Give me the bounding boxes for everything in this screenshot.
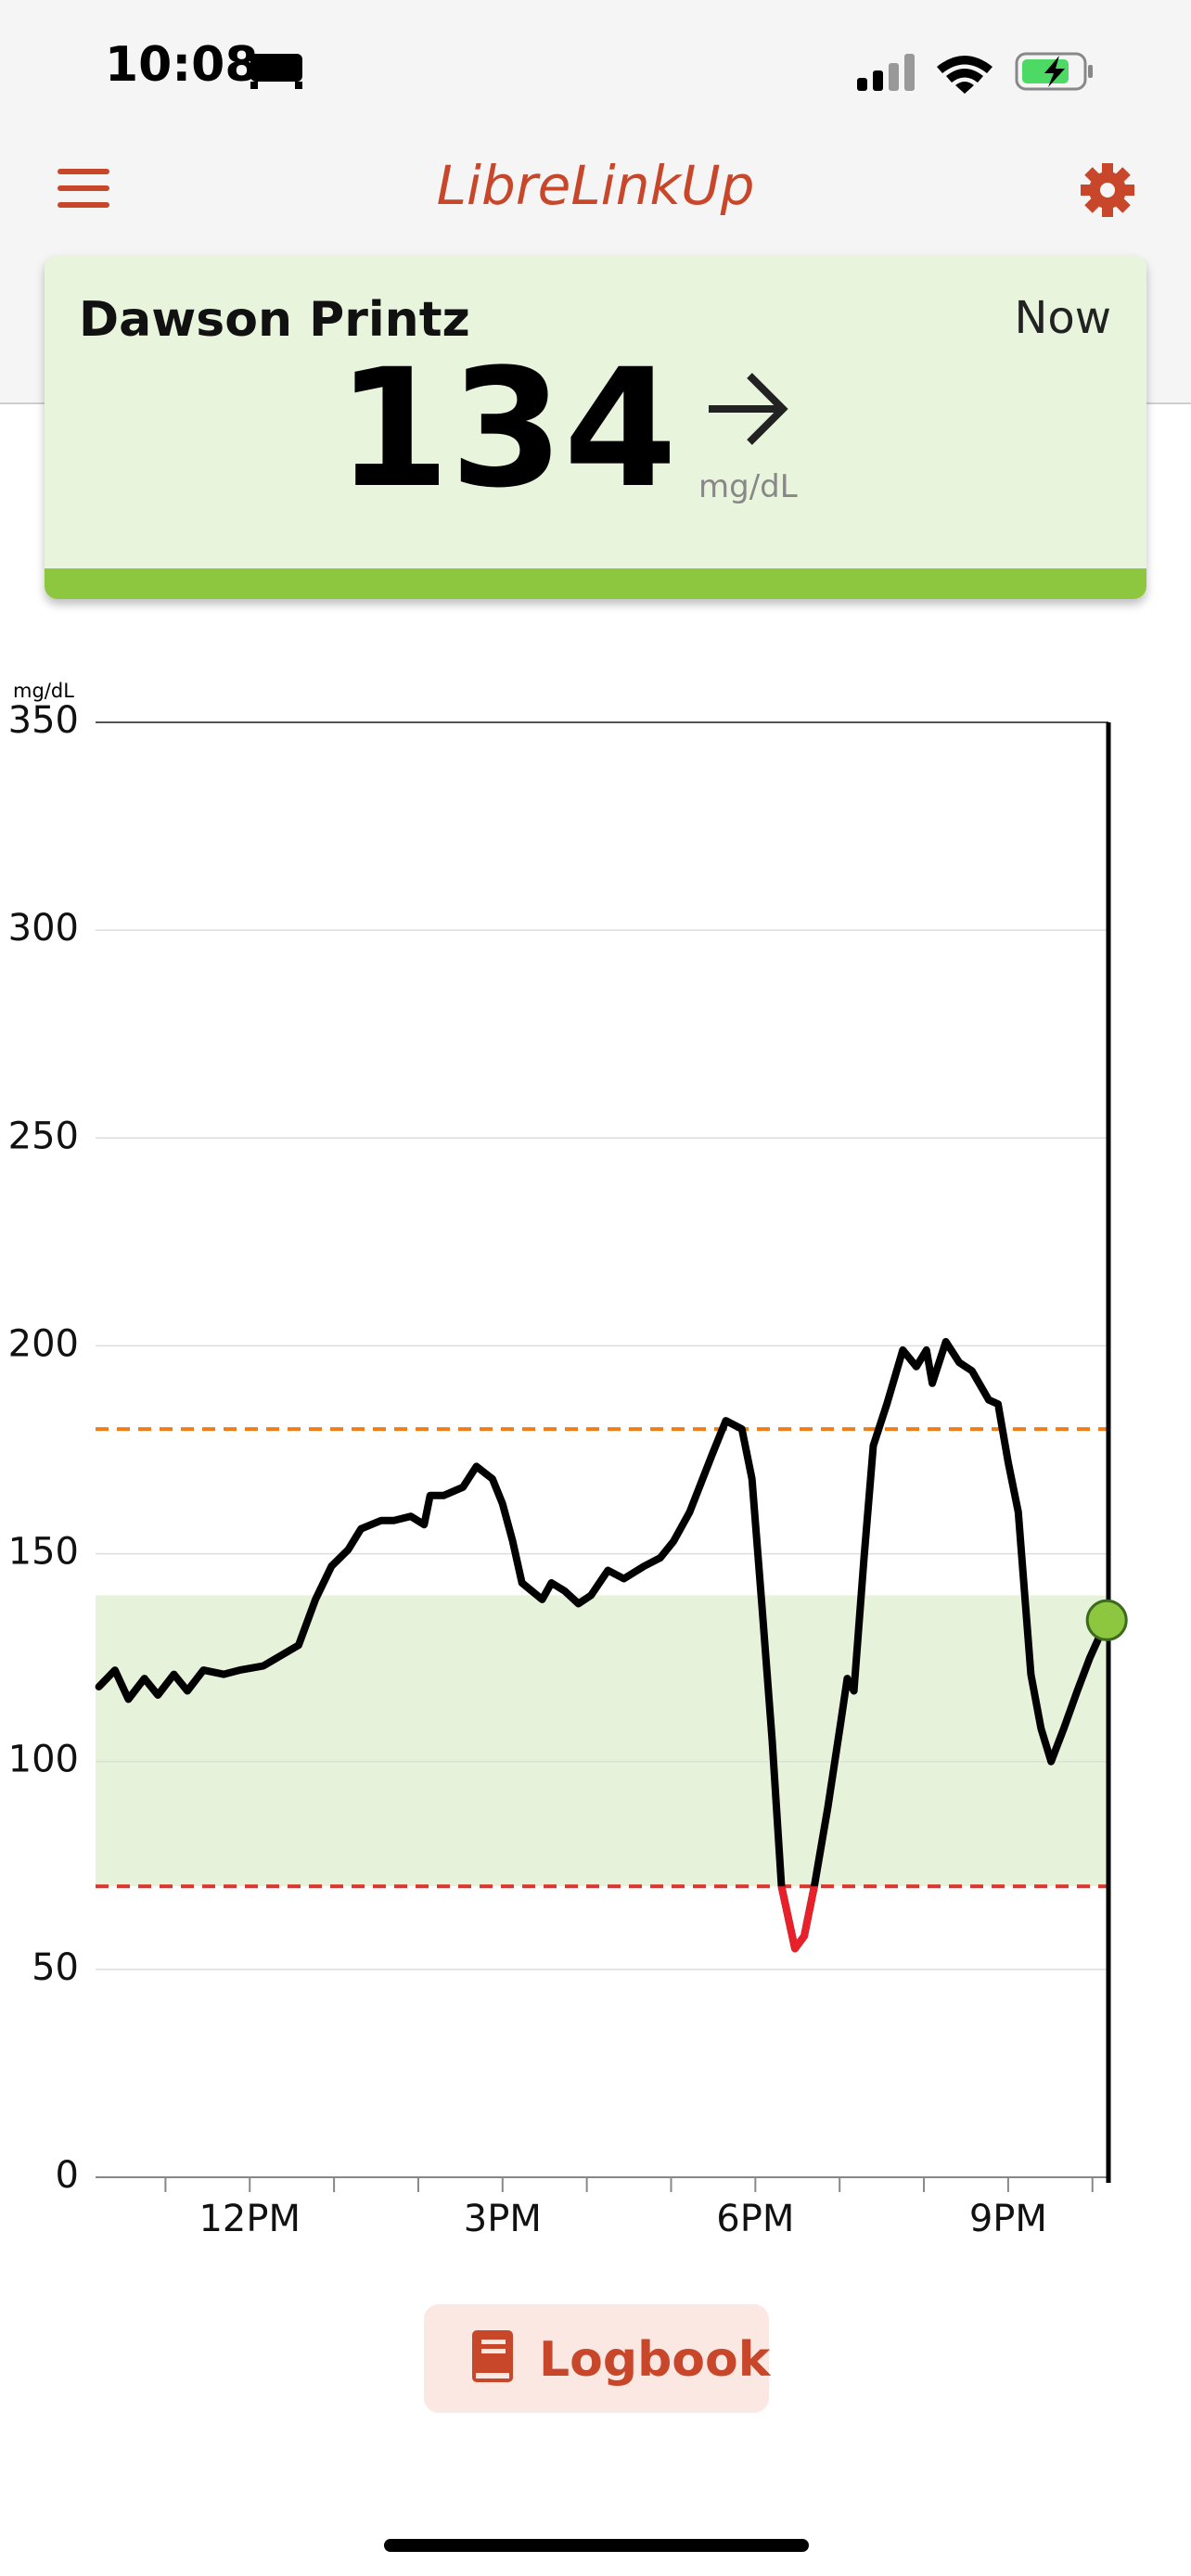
patient-name: Dawson Printz bbox=[79, 292, 470, 348]
y-tick-label: 50 bbox=[32, 1946, 79, 1989]
sleep-icon bbox=[250, 54, 302, 89]
status-icons bbox=[857, 52, 1093, 94]
y-unit: mg/dL bbox=[13, 680, 74, 702]
glucose-value: 134 bbox=[336, 334, 677, 524]
logbook-label: Logbook bbox=[539, 2332, 771, 2388]
trend-arrow bbox=[709, 373, 788, 445]
y-tick-label: 250 bbox=[8, 1115, 79, 1157]
glucose-line bbox=[95, 1337, 1111, 1953]
x-tick-label: 9PM bbox=[969, 2198, 1047, 2240]
chart: mg/dL 0 50 100 150 200 250 300 350 12PM 3PM 6PM 9PM bbox=[8, 680, 1128, 2240]
y-tick-label: 200 bbox=[8, 1322, 79, 1365]
menu-icon[interactable] bbox=[56, 167, 113, 211]
logbook-icon bbox=[472, 2330, 513, 2382]
status-bar-green bbox=[45, 568, 1146, 599]
y-tick-label: 350 bbox=[8, 699, 79, 742]
x-tick-label: 6PM bbox=[716, 2198, 794, 2240]
x-tick-label: 12PM bbox=[198, 2198, 301, 2240]
y-tick-label: 100 bbox=[8, 1739, 79, 1781]
app-title: LibreLinkUp bbox=[436, 154, 755, 217]
logbook-button[interactable]: Logbook bbox=[424, 2304, 771, 2413]
y-tick-label: 300 bbox=[8, 907, 79, 950]
target-range bbox=[96, 1595, 1108, 1887]
home-indicator bbox=[384, 2539, 809, 2552]
settings-icon[interactable] bbox=[1080, 162, 1135, 218]
current-point bbox=[1085, 1599, 1128, 1641]
status-time: 10:08 bbox=[105, 37, 259, 93]
glucose-card: Dawson Printz Now 134 mg/dL bbox=[45, 255, 1146, 599]
reading-time: Now bbox=[1014, 292, 1111, 344]
y-tick-label: 150 bbox=[8, 1531, 79, 1574]
glucose-unit: mg/dL bbox=[698, 468, 798, 505]
y-tick-label: 0 bbox=[56, 2154, 79, 2197]
x-tick-label: 3PM bbox=[464, 2198, 542, 2240]
